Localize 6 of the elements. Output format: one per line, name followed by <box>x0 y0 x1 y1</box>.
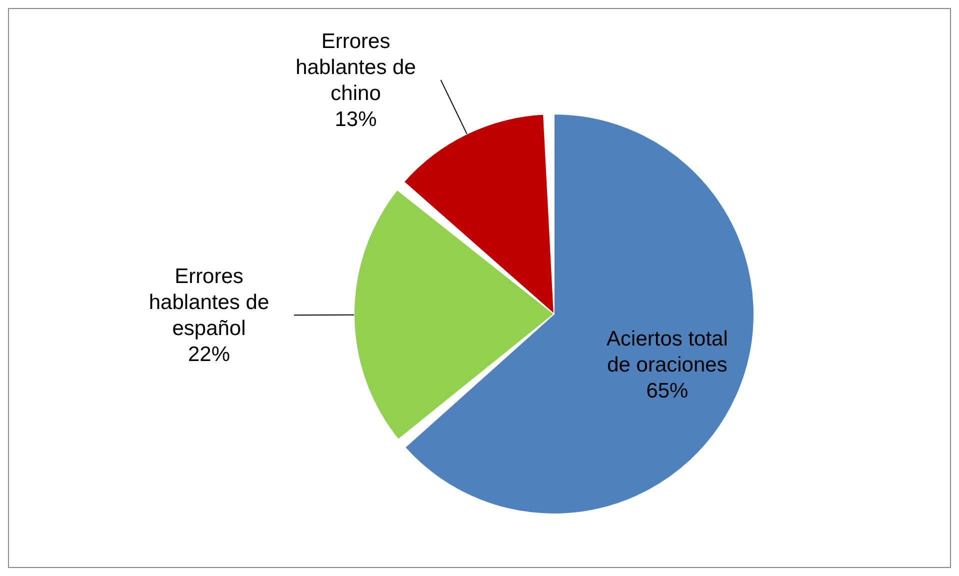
slice-label: Errores hablantes de español <box>148 264 270 340</box>
data-label: 13% <box>334 107 377 130</box>
slice-label: Errores hablantes de chino <box>296 29 416 104</box>
slice-label: Aciertos total de oraciones <box>606 327 728 376</box>
data-label: 22% <box>188 342 230 366</box>
data-label: 65% <box>646 379 688 402</box>
